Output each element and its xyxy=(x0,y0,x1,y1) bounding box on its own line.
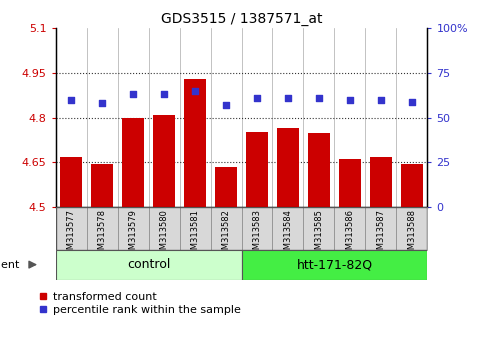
Bar xyxy=(56,207,86,250)
Bar xyxy=(370,157,392,207)
Bar xyxy=(149,207,180,250)
Bar xyxy=(180,207,211,250)
Bar xyxy=(215,167,237,207)
Point xyxy=(408,99,416,104)
Text: GSM313588: GSM313588 xyxy=(408,209,416,260)
Bar xyxy=(246,132,268,207)
Point xyxy=(284,95,292,101)
Point xyxy=(315,95,323,101)
Bar xyxy=(303,207,334,250)
Bar xyxy=(272,207,303,250)
Text: GSM313581: GSM313581 xyxy=(190,209,199,260)
Bar xyxy=(366,207,397,250)
Text: GSM313582: GSM313582 xyxy=(222,209,230,260)
Bar xyxy=(308,133,330,207)
Text: control: control xyxy=(127,258,170,271)
Bar xyxy=(277,128,299,207)
Text: GSM313587: GSM313587 xyxy=(376,209,385,260)
Text: htt-171-82Q: htt-171-82Q xyxy=(297,258,372,271)
Point xyxy=(160,92,168,97)
Bar xyxy=(91,164,113,207)
Point xyxy=(98,101,106,106)
Text: GSM313584: GSM313584 xyxy=(284,209,293,260)
Point xyxy=(129,92,137,97)
Bar xyxy=(153,115,175,207)
Bar xyxy=(86,207,117,250)
Point xyxy=(253,95,261,101)
Point xyxy=(191,88,199,94)
Bar xyxy=(56,250,242,280)
Text: GSM313577: GSM313577 xyxy=(67,209,75,260)
Text: GSM313583: GSM313583 xyxy=(253,209,261,260)
Point xyxy=(222,102,230,108)
Bar xyxy=(184,79,206,207)
Text: GSM313586: GSM313586 xyxy=(345,209,355,260)
Text: GSM313585: GSM313585 xyxy=(314,209,324,260)
Bar xyxy=(242,207,272,250)
Point xyxy=(377,97,385,103)
Text: agent: agent xyxy=(0,259,19,270)
Bar xyxy=(242,250,427,280)
Bar xyxy=(397,207,427,250)
Point xyxy=(346,97,354,103)
Bar xyxy=(339,159,361,207)
Title: GDS3515 / 1387571_at: GDS3515 / 1387571_at xyxy=(161,12,322,26)
Bar xyxy=(211,207,242,250)
Bar xyxy=(117,207,149,250)
Point xyxy=(67,97,75,103)
Text: GSM313579: GSM313579 xyxy=(128,209,138,260)
Text: GSM313580: GSM313580 xyxy=(159,209,169,260)
Legend: transformed count, percentile rank within the sample: transformed count, percentile rank withi… xyxy=(39,292,241,315)
Bar xyxy=(334,207,366,250)
Text: GSM313578: GSM313578 xyxy=(98,209,107,260)
Bar xyxy=(122,118,144,207)
Bar xyxy=(401,164,423,207)
Bar xyxy=(60,157,82,207)
